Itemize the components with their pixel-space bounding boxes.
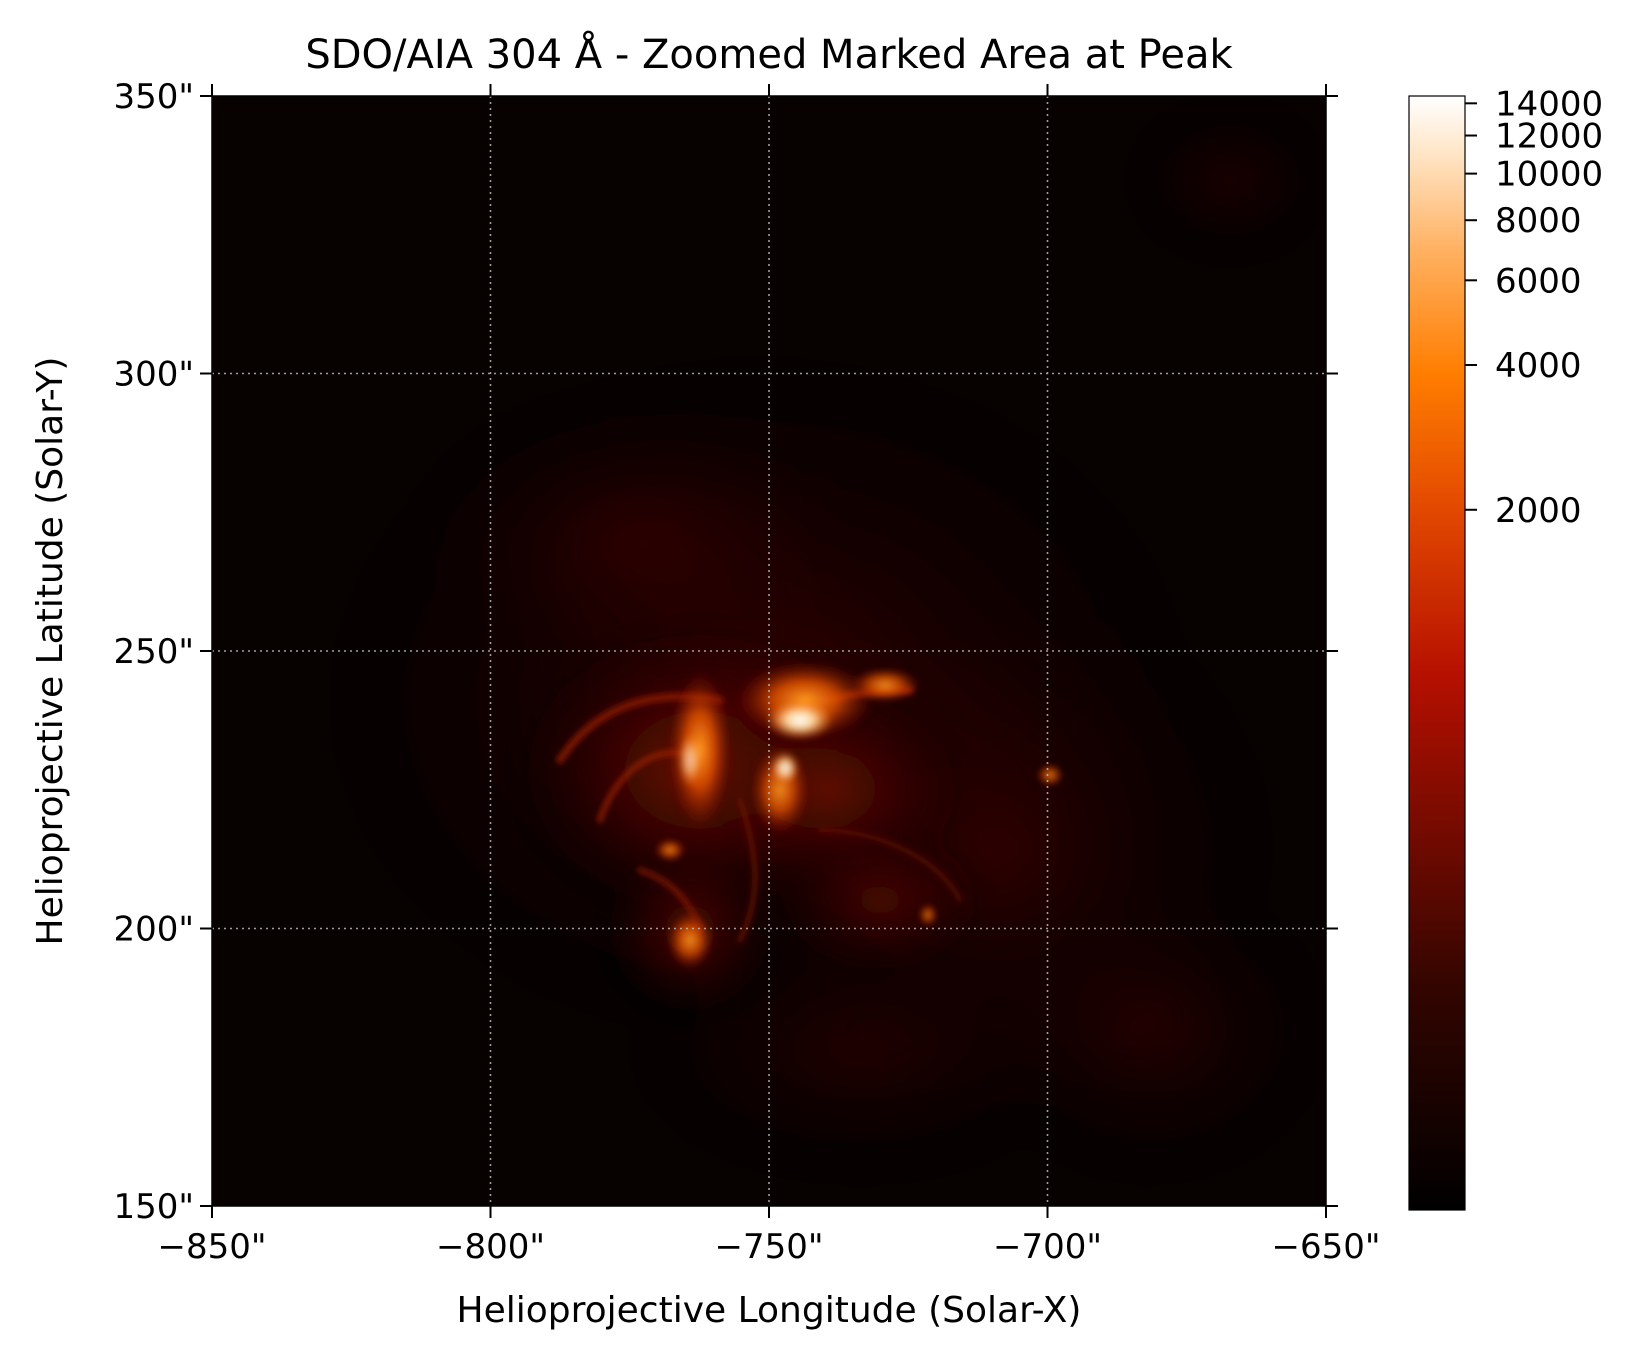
- x-tick-label: −850": [157, 1227, 266, 1267]
- y-tick-label: 150": [113, 1187, 194, 1227]
- y-tick-label: 350": [113, 77, 194, 117]
- colorbar-tick-label: 14000: [1495, 84, 1603, 124]
- y-axis-label: Helioprojective Latitude (Solar-Y): [30, 357, 71, 946]
- x-axis-label: Helioprojective Longitude (Solar-X): [457, 1290, 1082, 1331]
- chart-title: SDO/AIA 304 Å - Zoomed Marked Area at Pe…: [305, 30, 1233, 78]
- x-tick-label: −700": [993, 1227, 1102, 1267]
- colorbar-tick-label: 2000: [1495, 491, 1582, 531]
- colorbar-tick-label: 6000: [1495, 261, 1582, 301]
- x-axis: −850" −800" −750" −700" −650": [157, 84, 1381, 1267]
- y-tick-label: 200": [113, 910, 194, 950]
- x-tick-label: −750": [714, 1227, 823, 1267]
- y-axis: 150" 200" 250" 300" 350": [113, 77, 1338, 1227]
- solar-image: [212, 96, 1326, 1206]
- flare-kernels: [654, 660, 1064, 970]
- colorbar-tick-label: 4000: [1495, 346, 1582, 386]
- colorbar-tick-label: 8000: [1495, 201, 1582, 241]
- coordinate-grid: [212, 96, 1326, 1206]
- colorbar-tick-label: 10000: [1495, 155, 1603, 195]
- colorbar-tick-label: 12000: [1495, 117, 1603, 157]
- x-tick-label: −800": [436, 1227, 545, 1267]
- y-tick-label: 300": [113, 355, 194, 395]
- y-tick-label: 250": [113, 632, 194, 672]
- colorbar-gradient: [1408, 95, 1466, 1211]
- x-tick-label: −650": [1271, 1227, 1380, 1267]
